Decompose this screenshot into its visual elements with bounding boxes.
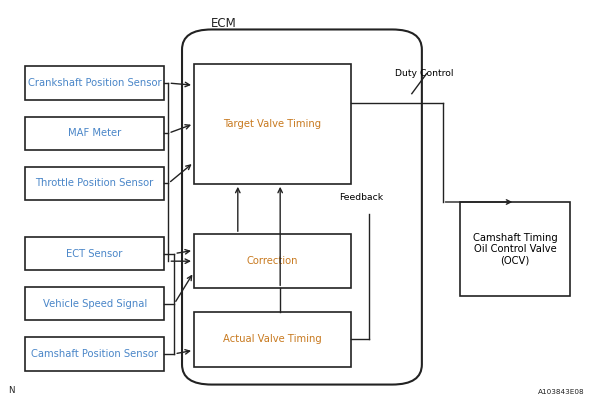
Bar bbox=[25, 66, 164, 100]
Bar bbox=[25, 167, 164, 200]
Bar bbox=[194, 234, 351, 288]
Bar bbox=[194, 63, 351, 184]
Text: Vehicle Speed Signal: Vehicle Speed Signal bbox=[42, 299, 147, 309]
Text: Duty Control: Duty Control bbox=[395, 69, 454, 78]
Bar bbox=[194, 312, 351, 366]
Text: N: N bbox=[8, 386, 15, 396]
Bar bbox=[25, 337, 164, 370]
Text: Actual Valve Timing: Actual Valve Timing bbox=[223, 335, 322, 345]
Text: Feedback: Feedback bbox=[339, 194, 383, 202]
Bar bbox=[25, 237, 164, 270]
Text: ECM: ECM bbox=[211, 17, 236, 30]
Text: ECT Sensor: ECT Sensor bbox=[67, 248, 123, 259]
Bar bbox=[25, 287, 164, 320]
Text: Throttle Position Sensor: Throttle Position Sensor bbox=[36, 178, 154, 188]
Text: Target Valve Timing: Target Valve Timing bbox=[223, 119, 321, 129]
Bar bbox=[25, 116, 164, 150]
Bar bbox=[461, 202, 570, 296]
Text: A103843E08: A103843E08 bbox=[538, 389, 585, 396]
Text: Camshaft Timing
Oil Control Valve
(OCV): Camshaft Timing Oil Control Valve (OCV) bbox=[473, 233, 558, 266]
Text: Camshaft Position Sensor: Camshaft Position Sensor bbox=[31, 349, 158, 359]
FancyBboxPatch shape bbox=[182, 29, 422, 385]
Text: Crankshaft Position Sensor: Crankshaft Position Sensor bbox=[28, 78, 161, 88]
Text: MAF Meter: MAF Meter bbox=[68, 128, 121, 138]
Text: Correction: Correction bbox=[246, 256, 298, 266]
